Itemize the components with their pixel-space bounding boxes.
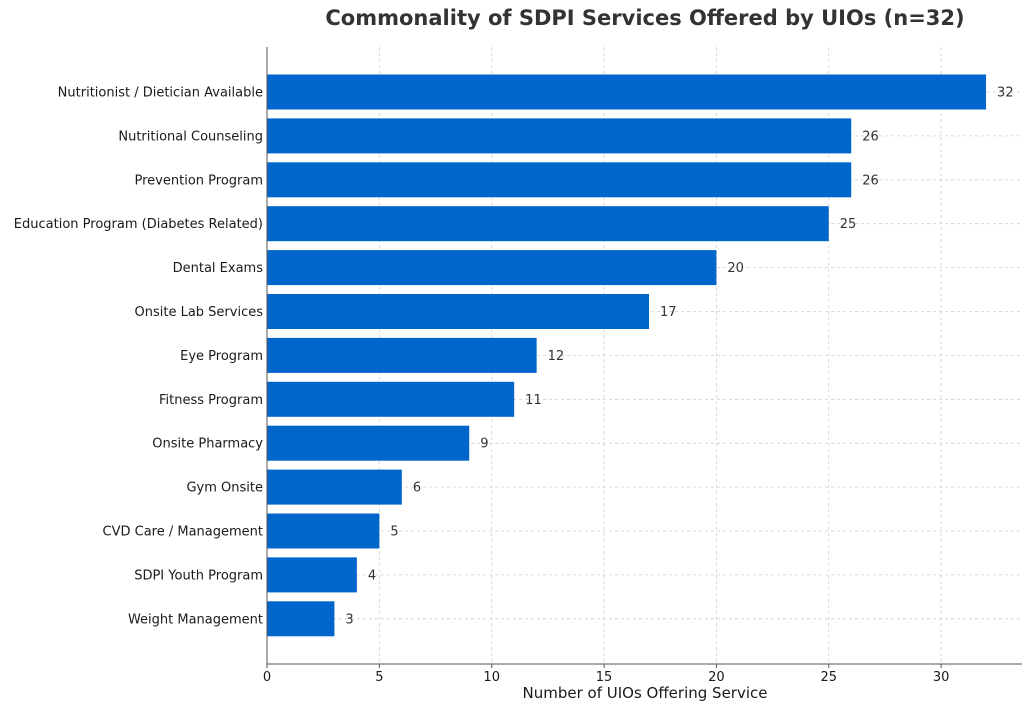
category-label: Onsite Lab Services (135, 305, 264, 320)
bar-value-label: 26 (862, 129, 879, 144)
bar-value-label: 5 (390, 525, 398, 540)
bar-value-label: 17 (660, 305, 677, 320)
bar (267, 469, 402, 505)
bar (267, 162, 852, 198)
bar (267, 206, 829, 242)
x-tick-label: 20 (708, 670, 725, 685)
bar (267, 337, 537, 373)
bar-value-label: 12 (548, 349, 565, 364)
category-label: Fitness Program (159, 393, 263, 408)
category-label: CVD Care / Management (103, 525, 264, 540)
bar (267, 601, 335, 637)
bar-value-label: 9 (480, 437, 488, 452)
category-label: Prevention Program (135, 173, 263, 188)
bar-value-label: 4 (368, 568, 376, 583)
x-tick-label: 15 (596, 670, 613, 685)
bar-value-label: 26 (862, 173, 879, 188)
category-label: Nutritional Counseling (118, 129, 263, 144)
category-label: Weight Management (128, 612, 263, 627)
bar (267, 513, 380, 549)
axes-layer: 0 5 10 15 20 25 30 (263, 47, 1022, 685)
bar (267, 425, 470, 461)
labels-layer: 32 Nutritionist / Dietician Available 26 Nu… (14, 86, 1014, 628)
category-label: Education Program (Diabetes Related) (14, 217, 263, 232)
x-tick-label: 25 (820, 670, 837, 685)
category-label: Nutritionist / Dietician Available (58, 86, 263, 101)
x-tick-label: 5 (375, 670, 383, 685)
bar (267, 74, 987, 110)
chart-title: Commonality of SDPI Services Offered by … (325, 6, 964, 30)
bar-value-label: 32 (997, 86, 1014, 101)
x-tick-label: 0 (263, 670, 271, 685)
bar (267, 250, 717, 286)
bar-value-label: 11 (525, 393, 542, 408)
category-label: Eye Program (180, 349, 263, 364)
bar (267, 294, 649, 329)
bar (267, 557, 357, 593)
category-label: Onsite Pharmacy (152, 437, 263, 452)
x-tick-label: 10 (483, 670, 500, 685)
bars-layer (267, 74, 987, 637)
bar-value-label: 6 (413, 481, 421, 496)
bar-value-label: 20 (727, 261, 744, 276)
x-tick-label: 30 (933, 670, 950, 685)
bar (267, 381, 515, 417)
bar-value-label: 25 (840, 217, 857, 232)
bar (267, 118, 852, 154)
bar-value-label: 3 (345, 612, 353, 627)
x-axis-title: Number of UIOs Offering Service (523, 684, 768, 702)
category-label: SDPI Youth Program (134, 568, 263, 583)
category-label: Dental Exams (173, 261, 264, 276)
category-label: Gym Onsite (186, 481, 263, 496)
